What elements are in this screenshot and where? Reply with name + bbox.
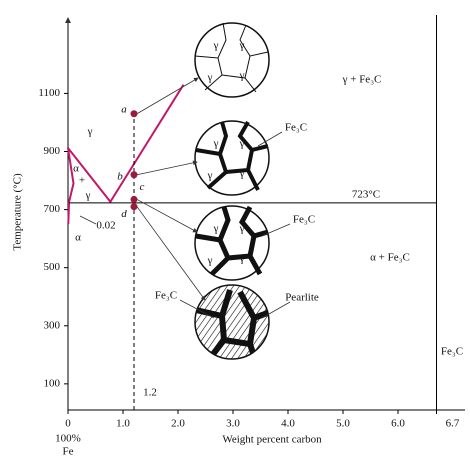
annotation: Pearlite [285,292,319,304]
annotation: γ [85,190,91,202]
point [131,110,138,117]
annotation: 0.02 [96,220,115,232]
annotation: α [75,232,81,244]
point-label: c [140,181,145,193]
x-axis-title: Weight percent carbon [222,434,322,446]
pointer [137,207,205,300]
y-tick-label: 100 [44,377,61,389]
grain-label: γ [207,72,213,84]
phase-line [68,85,184,202]
grain-label: γ [213,138,219,150]
grain-label: γ [239,40,245,52]
pointer [137,199,197,232]
point [131,203,138,210]
grain-label: γ [207,170,213,182]
y-tick-label: 500 [44,261,61,273]
x-tick-label: 6.0 [391,418,405,430]
grain-label: γ [213,223,219,235]
point [131,171,138,178]
grain-label: γ [239,223,245,235]
y-tick-label: 900 [44,145,61,157]
grain-label: γ [239,168,245,180]
pointer [137,162,197,175]
x-tick-label: 3.0 [226,418,240,430]
point-label: d [121,208,127,220]
annotation: Fe₃C [155,290,177,302]
annotation: 1.2 [143,387,157,399]
x-sublabel: 100% [55,433,81,445]
annotation: Fe₃C [293,214,315,226]
grain-label: γ [207,255,213,267]
x-tick-label: 0 [65,418,71,430]
grain-label: γ [239,253,245,265]
phase-line [68,148,74,224]
annotation: γ [87,126,93,138]
x-tick-label: 2.0 [171,418,185,430]
grain-label: γ [213,40,219,52]
grain-label: γ [239,70,245,82]
microstructure [195,23,270,362]
annotation: Fe₃C [285,122,307,134]
point [131,196,138,203]
point-label: a [121,103,127,115]
annotation: 723°C [352,189,380,201]
x-tick-label: 4.0 [281,418,295,430]
y-tick-label: 300 [44,319,61,331]
y-axis-title: Temperature (°C) [12,173,24,251]
grain-label: γ [239,138,245,150]
y-tick-label: 700 [44,203,61,215]
point-label: b [117,170,123,182]
x-tick-label: 1.0 [116,418,130,430]
x-tick-label: 6.7 [446,418,460,430]
pointer [137,78,198,114]
x-tick-label: 5.0 [336,418,350,430]
annotation: Fe₃C [441,346,463,358]
annotation: α [73,163,79,175]
annotation: + [79,175,85,187]
phase-diagram: Temperature (°C) Weight percent carbon 1… [0,0,470,459]
annotation: α + Fe₃C [370,252,410,264]
x-sublabel: Fe [63,446,74,458]
annotation: γ + Fe₃C [342,74,382,86]
y-tick-label: 1100 [38,87,60,99]
